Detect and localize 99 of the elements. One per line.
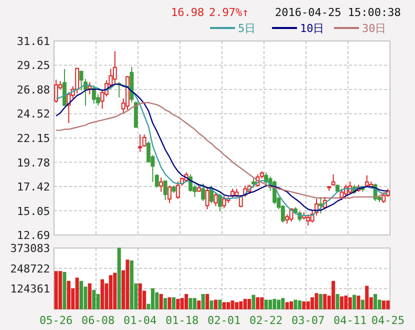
line-series bbox=[56, 102, 388, 199]
bar bbox=[276, 300, 280, 310]
bar bbox=[243, 298, 247, 310]
bar bbox=[344, 296, 348, 310]
bar bbox=[365, 286, 369, 310]
bar bbox=[268, 300, 272, 310]
bar bbox=[386, 300, 390, 310]
bar bbox=[314, 293, 318, 310]
bar bbox=[92, 290, 96, 310]
bar bbox=[88, 283, 92, 310]
text: 2.97%↑ bbox=[209, 6, 249, 19]
y-tick-label: 15.05 bbox=[16, 204, 50, 218]
bar bbox=[281, 298, 285, 310]
bar bbox=[108, 275, 112, 310]
bar bbox=[226, 302, 230, 310]
bar bbox=[360, 300, 364, 310]
bar bbox=[332, 280, 336, 310]
bar bbox=[318, 294, 322, 310]
bar bbox=[260, 297, 264, 310]
x-tick-label: 02-22 bbox=[250, 314, 283, 327]
bar bbox=[176, 298, 180, 310]
bar bbox=[239, 301, 243, 310]
x-tick-label: 06-08 bbox=[82, 314, 115, 327]
bar bbox=[62, 272, 66, 310]
y-tick-label: 248722 bbox=[10, 262, 50, 276]
legend-label: 10日 bbox=[300, 22, 324, 35]
bar bbox=[218, 300, 222, 310]
bar bbox=[126, 260, 130, 310]
y-tick-label: 26.88 bbox=[16, 84, 50, 96]
bar bbox=[298, 300, 302, 310]
bar bbox=[272, 298, 276, 310]
bar bbox=[164, 298, 168, 310]
bar bbox=[96, 294, 100, 310]
x-tick-label: 02-01 bbox=[208, 314, 241, 327]
bar bbox=[256, 297, 260, 310]
y-tick-label: 17.42 bbox=[16, 180, 50, 194]
bar bbox=[58, 271, 62, 310]
y-tick-label: 31.61 bbox=[16, 35, 50, 48]
y-tick-label: 124361 bbox=[10, 282, 50, 296]
bar bbox=[197, 300, 201, 310]
bar bbox=[264, 300, 268, 310]
x-tick-label: 01-04 bbox=[124, 314, 158, 327]
bar bbox=[206, 294, 210, 310]
bar bbox=[138, 283, 142, 310]
candlestick bbox=[138, 134, 142, 152]
bar bbox=[172, 297, 176, 310]
bar bbox=[192, 298, 196, 310]
bar bbox=[230, 300, 234, 310]
bar bbox=[234, 302, 238, 310]
x-tick-label: 05-26 bbox=[40, 314, 73, 327]
y-tick-label: 24.52 bbox=[16, 108, 50, 121]
bar bbox=[201, 294, 205, 310]
bar bbox=[130, 260, 134, 310]
text: 16.98 bbox=[171, 6, 204, 19]
bar bbox=[117, 248, 121, 310]
bar bbox=[374, 294, 378, 310]
x-tick-label: 04-11 bbox=[334, 314, 367, 327]
legend-label: 30日 bbox=[362, 22, 386, 35]
text: 2016-04-25 15:00:38 bbox=[275, 6, 401, 19]
y-tick-label: 373083 bbox=[10, 242, 50, 255]
bar bbox=[306, 301, 310, 310]
bar bbox=[180, 298, 184, 310]
bar bbox=[159, 294, 163, 310]
bar bbox=[210, 300, 214, 310]
bar bbox=[310, 297, 314, 310]
bar bbox=[294, 300, 298, 310]
bar bbox=[222, 302, 226, 310]
y-tick-label: 22.15 bbox=[16, 132, 50, 145]
bar bbox=[155, 292, 159, 310]
bar bbox=[336, 294, 340, 310]
bar bbox=[150, 288, 154, 310]
x-tick-label: 03-07 bbox=[292, 314, 325, 327]
bar bbox=[168, 297, 172, 310]
bar bbox=[323, 294, 327, 310]
bar bbox=[285, 302, 289, 310]
legend-label: 5日 bbox=[238, 22, 256, 35]
bar bbox=[348, 297, 352, 310]
bar bbox=[340, 296, 344, 310]
bar bbox=[184, 294, 188, 310]
bar bbox=[382, 300, 386, 310]
bar bbox=[188, 298, 192, 310]
bar bbox=[75, 278, 79, 310]
bar bbox=[54, 271, 58, 310]
y-tick-label: 29.25 bbox=[16, 59, 50, 72]
bar bbox=[100, 279, 104, 310]
x-tick-label: 04-25 bbox=[371, 314, 404, 327]
bar bbox=[80, 280, 84, 310]
bar bbox=[252, 294, 256, 310]
x-tick-label: 01-18 bbox=[166, 314, 199, 327]
y-tick-label: 19.78 bbox=[16, 156, 50, 170]
bar bbox=[356, 296, 360, 310]
bar bbox=[352, 294, 356, 310]
bar bbox=[113, 272, 117, 310]
bar bbox=[66, 280, 70, 310]
bar bbox=[214, 300, 218, 310]
bar bbox=[302, 301, 306, 310]
bar bbox=[248, 298, 252, 310]
bar bbox=[290, 301, 294, 310]
y-tick-label: 12.69 bbox=[16, 229, 50, 242]
